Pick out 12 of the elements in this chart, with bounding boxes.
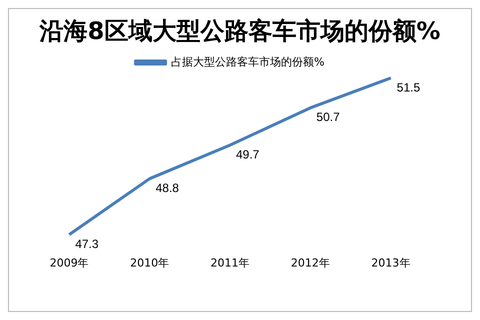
data-label: 50.7 — [316, 110, 340, 124]
x-tick-label: 2009年 — [50, 256, 89, 270]
legend-label: 占据大型公路客车市场的份额% — [171, 55, 324, 68]
data-label: 47.3 — [75, 236, 99, 251]
x-tick-label: 2011年 — [210, 256, 250, 270]
x-tick-label: 2010年 — [130, 256, 170, 270]
x-tick-label: 2012年 — [290, 256, 330, 270]
data-label: 49.7 — [236, 147, 260, 162]
data-label: 48.8 — [156, 180, 180, 195]
data-label: 51.5 — [396, 80, 420, 94]
x-tick-label: 2013年 — [371, 256, 410, 270]
chart-title: 沿海8区域大型公路客车市场的份额% — [38, 16, 442, 47]
